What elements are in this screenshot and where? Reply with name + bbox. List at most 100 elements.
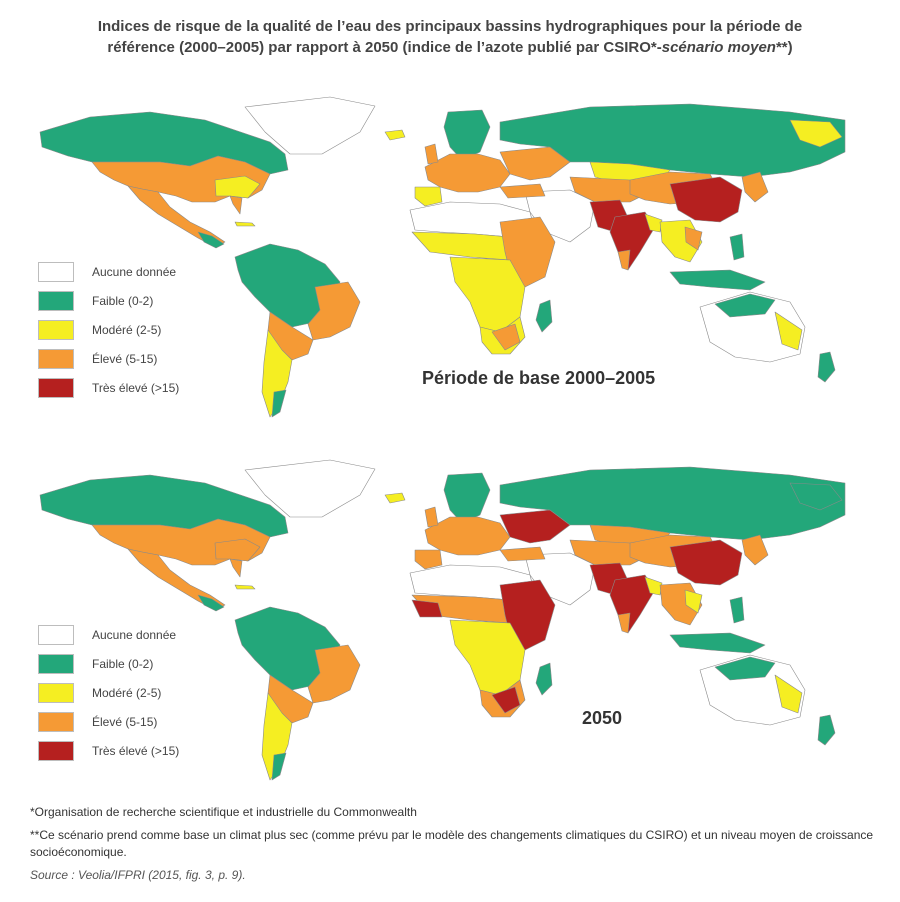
title-line-2-end: **) bbox=[775, 39, 793, 56]
us-florida bbox=[229, 195, 243, 215]
legend-label: Aucune donnée bbox=[92, 264, 177, 279]
legend-swatch bbox=[38, 653, 74, 674]
us-southeast bbox=[214, 175, 261, 199]
legend-swatch bbox=[38, 348, 74, 369]
source-citation: Source : Veolia/IFPRI (2015, fig. 3, p. … bbox=[30, 868, 246, 882]
russia-east-yellow bbox=[789, 482, 843, 511]
legend-item-no-data: Aucune donnée bbox=[38, 620, 179, 649]
legend-label: Faible (0-2) bbox=[92, 293, 154, 308]
middle-east bbox=[524, 189, 596, 243]
central-africa bbox=[449, 619, 526, 696]
us-southeast bbox=[214, 538, 261, 562]
legend-label: Élevé (5-15) bbox=[92, 714, 158, 729]
legend-swatch bbox=[38, 377, 74, 398]
legend-swatch bbox=[38, 740, 74, 761]
south-america-east bbox=[307, 644, 361, 704]
baseline-map-legend: Aucune donnée Faible (0-2) Modéré (2-5) … bbox=[38, 257, 179, 402]
legend-label: Très élevé (>15) bbox=[92, 380, 180, 395]
philippines bbox=[729, 233, 745, 261]
greenland bbox=[244, 96, 376, 155]
title-line-2-italic: scénario moyen bbox=[661, 39, 776, 56]
russia bbox=[499, 466, 846, 541]
title-line-2: référence (2000–2005) par rapport à 2050… bbox=[60, 37, 840, 58]
scandinavia bbox=[443, 109, 491, 161]
map-title: Indices de risque de la qualité de l’eau… bbox=[60, 16, 840, 58]
legend-swatch bbox=[38, 290, 74, 311]
india-south bbox=[617, 249, 631, 271]
madagascar bbox=[535, 662, 553, 696]
projection-2050-world-map bbox=[30, 455, 850, 785]
legend-label: Élevé (5-15) bbox=[92, 351, 158, 366]
iberia bbox=[414, 549, 443, 570]
central-africa bbox=[449, 256, 526, 333]
russia bbox=[499, 103, 846, 178]
central-america bbox=[197, 231, 225, 249]
baseline-map-svg bbox=[39, 96, 846, 418]
legend-item-low: Faible (0-2) bbox=[38, 649, 179, 678]
bangladesh bbox=[644, 213, 663, 233]
uk bbox=[424, 143, 439, 165]
legend-item-no-data: Aucune donnée bbox=[38, 257, 179, 286]
projection-map-legend: Aucune donnée Faible (0-2) Modéré (2-5) … bbox=[38, 620, 179, 765]
legend-label: Modéré (2-5) bbox=[92, 685, 162, 700]
legend-item-low: Faible (0-2) bbox=[38, 286, 179, 315]
legend-swatch bbox=[38, 682, 74, 703]
korea-japan bbox=[741, 171, 769, 203]
scandinavia bbox=[443, 472, 491, 524]
west-africa-coast bbox=[411, 599, 443, 618]
iceland bbox=[384, 492, 406, 504]
korea-japan bbox=[741, 534, 769, 566]
new-zealand bbox=[817, 714, 836, 746]
indonesia bbox=[669, 269, 766, 291]
projection-map-svg bbox=[39, 459, 846, 781]
indonesia bbox=[669, 632, 766, 654]
philippines bbox=[729, 596, 745, 624]
legend-item-moderate: Modéré (2-5) bbox=[38, 678, 179, 707]
footnotes: *Organisation de recherche scientifique … bbox=[30, 804, 875, 890]
baseline-world-map bbox=[30, 92, 850, 422]
legend-label: Très élevé (>15) bbox=[92, 743, 180, 758]
legend-label: Faible (0-2) bbox=[92, 656, 154, 671]
legend-swatch bbox=[38, 624, 74, 645]
australia-east bbox=[774, 311, 803, 351]
mexico-region bbox=[127, 548, 226, 611]
title-line-2-text: référence (2000–2005) par rapport à 2050… bbox=[107, 39, 662, 56]
uk bbox=[424, 506, 439, 528]
iceland bbox=[384, 129, 406, 141]
footnote-scenario: **Ce scénario prend comme base un climat… bbox=[30, 828, 874, 859]
projection-period-label: 2050 bbox=[582, 708, 623, 728]
china-east bbox=[669, 176, 743, 223]
turkey bbox=[499, 546, 546, 562]
legend-item-moderate: Modéré (2-5) bbox=[38, 315, 179, 344]
south-america-east bbox=[307, 281, 361, 341]
us-florida bbox=[229, 558, 243, 578]
madagascar bbox=[535, 299, 553, 333]
legend-item-very-high: Très élevé (>15) bbox=[38, 736, 179, 765]
legend-label: Aucune donnée bbox=[92, 627, 177, 642]
mexico-region bbox=[127, 185, 226, 248]
footnote-csiro: *Organisation de recherche scientifique … bbox=[30, 805, 417, 819]
legend-item-very-high: Très élevé (>15) bbox=[38, 373, 179, 402]
middle-east bbox=[524, 552, 596, 606]
legend-item-high: Élevé (5-15) bbox=[38, 707, 179, 736]
legend-swatch bbox=[38, 319, 74, 340]
iberia bbox=[414, 186, 443, 207]
china-east bbox=[669, 539, 743, 586]
bangladesh bbox=[644, 576, 663, 596]
legend-item-high: Élevé (5-15) bbox=[38, 344, 179, 373]
russia-east-yellow bbox=[789, 119, 843, 148]
turkey bbox=[499, 183, 546, 199]
caribbean bbox=[234, 221, 256, 227]
australia-east bbox=[774, 674, 803, 714]
patagonia-tip bbox=[271, 389, 287, 418]
legend-swatch bbox=[38, 711, 74, 732]
india-south bbox=[617, 612, 631, 634]
new-zealand bbox=[817, 351, 836, 383]
patagonia-tip bbox=[271, 752, 287, 781]
legend-label: Modéré (2-5) bbox=[92, 322, 162, 337]
australia-north bbox=[714, 293, 776, 318]
baseline-period-label: Période de base 2000–2005 bbox=[422, 368, 656, 388]
title-line-1: Indices de risque de la qualité de l’eau… bbox=[97, 18, 803, 35]
caribbean bbox=[234, 584, 256, 590]
south-africa-orange bbox=[491, 323, 521, 351]
